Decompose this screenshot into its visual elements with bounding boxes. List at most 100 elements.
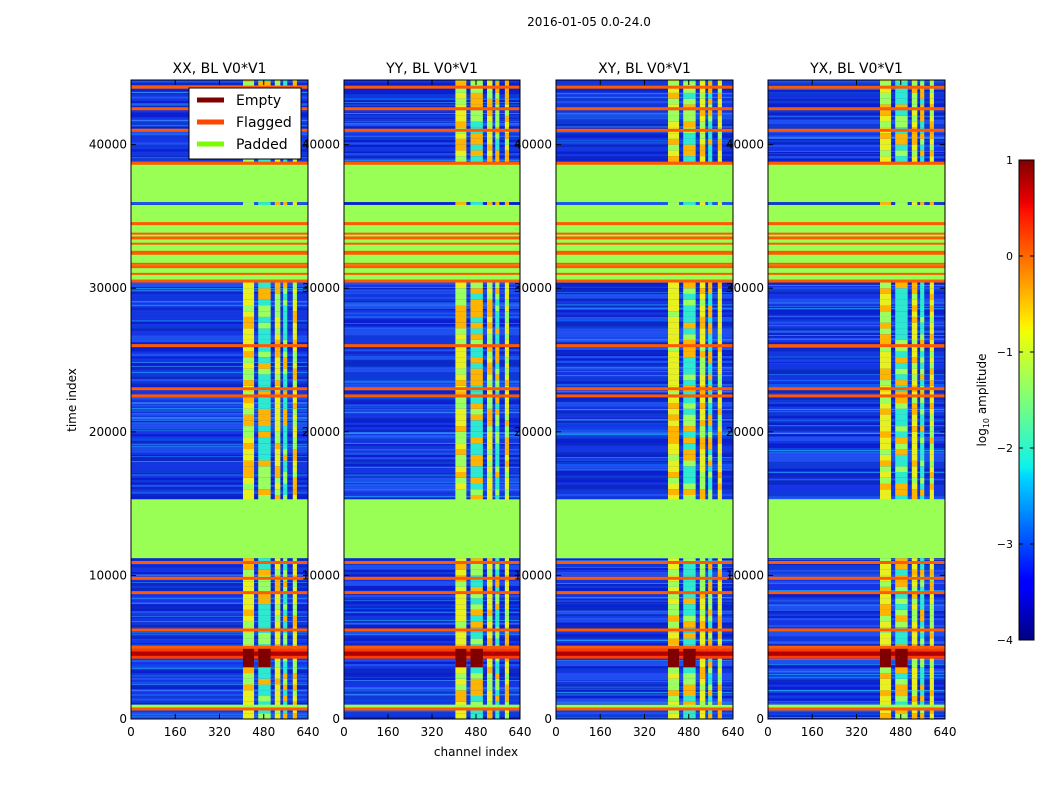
rfi-column-cell (699, 288, 706, 294)
rfi-column-cell (717, 156, 722, 162)
rfi-column-cell (487, 604, 493, 610)
flagged-row-xy (556, 250, 733, 254)
rfi-column-cell (504, 397, 509, 404)
heatmap-row (768, 461, 945, 464)
rfi-column-cell (880, 449, 892, 455)
heatmap-speck-row (768, 379, 945, 381)
heatmap-row (131, 696, 308, 699)
heatmap-speck-row (768, 88, 945, 90)
rfi-column-cell (717, 420, 722, 427)
heatmap-row (131, 608, 308, 612)
rfi-column-cell (243, 460, 255, 467)
heatmap-row (556, 571, 733, 575)
rfi-column-cell (487, 414, 493, 421)
rfi-column-cell (708, 472, 713, 478)
heatmap-row (131, 615, 308, 618)
rfi-column-cell (929, 678, 934, 685)
rfi-column-cell (274, 696, 281, 702)
rfi-column-cell (880, 305, 892, 312)
heatmap-row (768, 627, 945, 630)
heatmap-row (556, 420, 733, 423)
rfi-column-cell (470, 494, 483, 501)
x-tick-label-xy: 640 (722, 725, 745, 739)
rfi-column-cell (708, 133, 713, 139)
heatmap-row (344, 452, 520, 455)
heatmap-row (344, 440, 520, 444)
rfi-column-cell (717, 638, 722, 645)
heatmap-speck-row (131, 411, 308, 413)
rfi-column-cell (699, 316, 706, 323)
rfi-column-cell (487, 299, 493, 306)
rfi-column-cell (708, 673, 713, 679)
heatmap-row (768, 583, 945, 586)
rfi-column-cell (283, 288, 288, 294)
rfi-column-cell (895, 138, 908, 145)
heatmap-speck-row (768, 471, 945, 473)
heatmap-row (768, 418, 945, 421)
rfi-column-cell (487, 351, 493, 358)
rfi-column-cell (292, 483, 297, 490)
flagged-row-yy (344, 85, 520, 89)
rfi-column-cell (455, 420, 467, 427)
rfi-column-cell (668, 414, 680, 421)
flagged-row-xx (131, 161, 308, 165)
rfi-column-cell (274, 288, 281, 294)
rfi-column-cell (470, 144, 483, 151)
rfi-column-cell (929, 408, 934, 415)
rfi-column-cell (487, 466, 493, 473)
rfi-column-cell (683, 466, 696, 473)
heatmap-speck-row (768, 356, 945, 358)
rfi-column-cell (929, 380, 934, 386)
flagged-row-yy (344, 252, 520, 255)
heatmap-row (344, 613, 520, 616)
heatmap-row (768, 491, 945, 494)
rfi-column-cell (487, 443, 493, 450)
rfi-column-cell (717, 115, 722, 122)
rfi-column-cell (880, 110, 892, 116)
heatmap-row (131, 316, 308, 320)
rfi-column-cell (683, 489, 696, 495)
heatmap-row (344, 310, 520, 313)
y-tick-label-xx: 30000 (89, 281, 127, 295)
rfi-column-cell (920, 288, 925, 294)
rfi-column-cell (243, 581, 255, 587)
rfi-column-cell (920, 615, 925, 622)
heatmap-row (556, 709, 733, 713)
heatmap-row (131, 369, 308, 373)
heatmap-row (556, 700, 733, 703)
rfi-column-cell (668, 144, 680, 151)
heatmap-speck-row (768, 451, 945, 453)
rfi-column-cell (895, 80, 908, 82)
heatmap-speck-row (556, 459, 733, 461)
rfi-column-cell (283, 408, 288, 415)
heatmap-row (768, 454, 945, 458)
rfi-column-cell (683, 632, 696, 639)
rfi-column-cell (895, 460, 908, 467)
heatmap-speck-row (131, 289, 308, 291)
heatmap-speck-row (768, 690, 945, 692)
rfi-column-cell (504, 472, 509, 478)
heatmap-row (344, 319, 520, 322)
heatmap-speck-row (344, 104, 520, 106)
rfi-column-cell (243, 414, 255, 421)
heatmap-row (131, 383, 308, 386)
rfi-column-cell (895, 288, 908, 294)
rfi-column-cell (470, 110, 483, 116)
rfi-column-cell (895, 362, 908, 369)
rfi-column-cell (880, 144, 892, 151)
rfi-column-cell (880, 362, 892, 369)
rfi-column-cell (487, 592, 493, 599)
rfi-column-cell (911, 569, 918, 576)
rfi-column-cell (920, 362, 925, 369)
rfi-column-cell (880, 489, 892, 495)
rfi-column-cell (455, 454, 467, 461)
rfi-column-cell (258, 586, 271, 593)
heatmap-speck-row (768, 383, 945, 385)
rfi-column-cell (699, 609, 706, 616)
rfi-column-cell (708, 426, 713, 432)
rfi-column-cell (708, 305, 713, 312)
rfi-column-cell (895, 420, 908, 427)
rfi-column-cell (495, 299, 500, 306)
